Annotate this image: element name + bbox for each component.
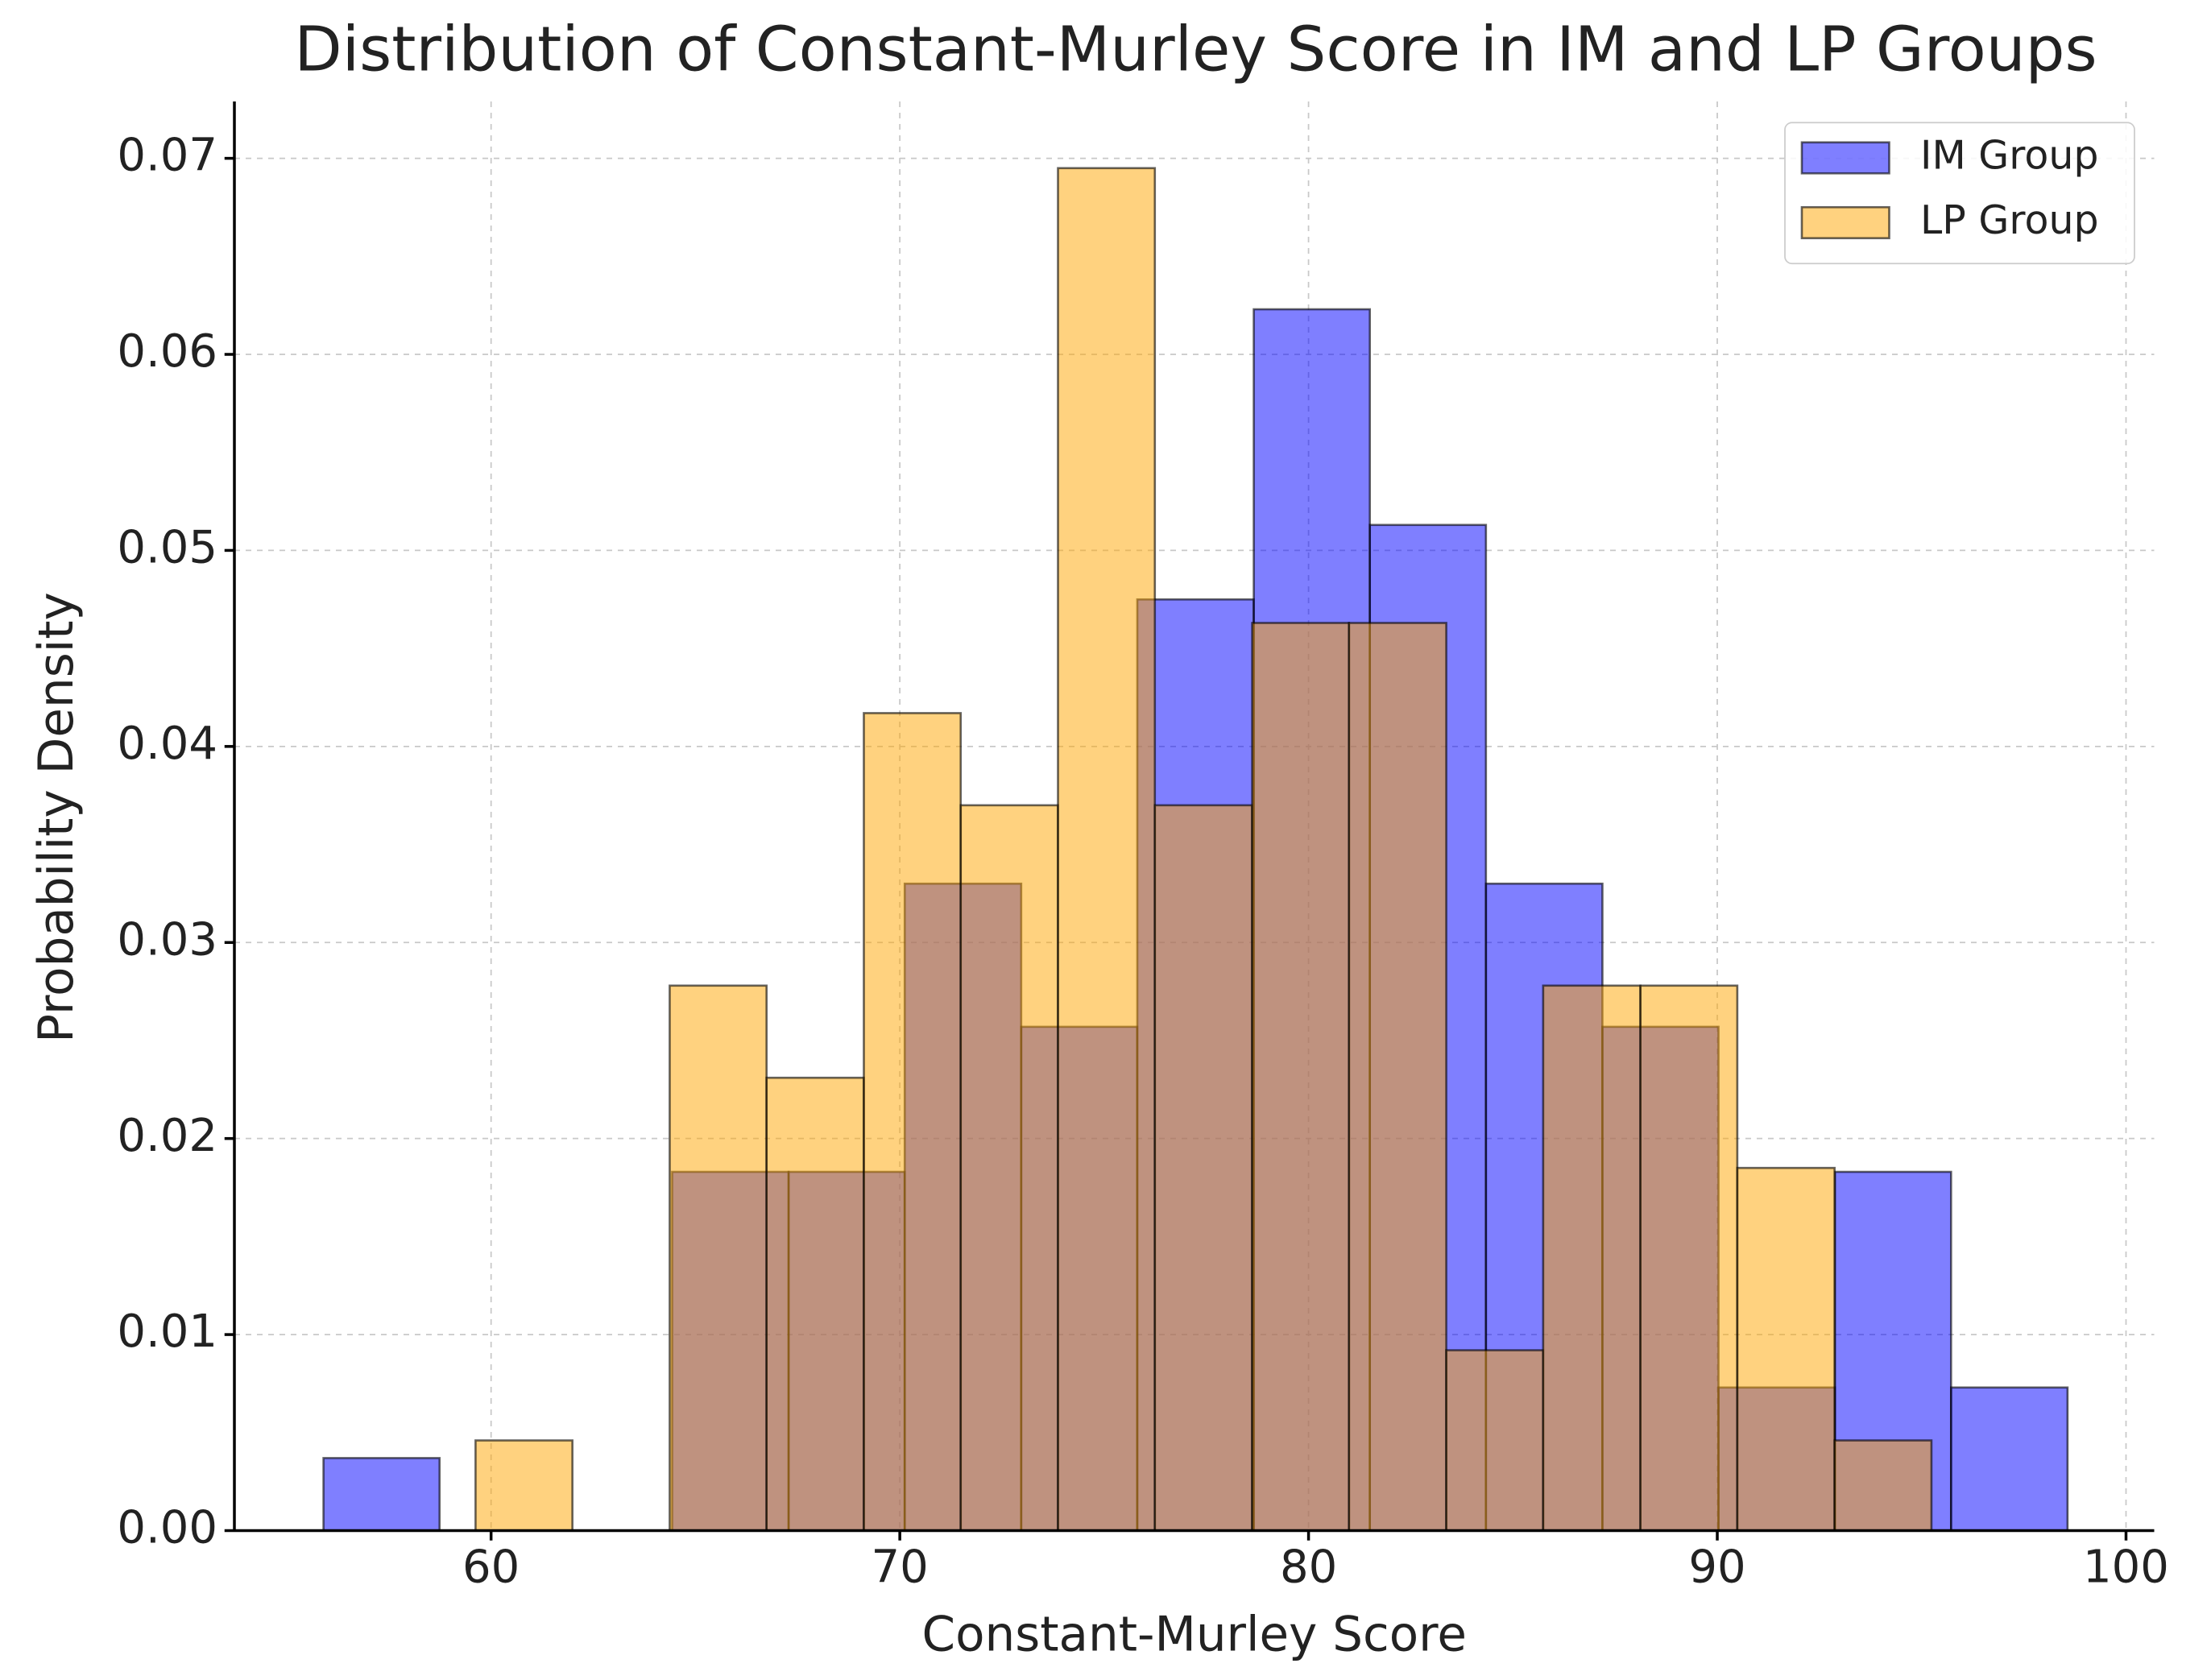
histogram-bar [765,1076,865,1532]
histogram-bar [1251,622,1351,1532]
y-tick-label: 0.00 [117,1502,217,1554]
y-tick-label: 0.02 [117,1110,217,1162]
x-tick-label: 90 [1688,1541,1745,1594]
x-axis-label: Constant-Murley Score [922,1608,1467,1663]
x-tick-label: 60 [462,1541,520,1594]
legend-label: LP Group [1920,197,2099,243]
histogram-bar [1639,984,1739,1532]
histogram-bar [669,984,768,1532]
histogram-bar [1348,622,1447,1532]
histogram-bar [959,804,1059,1532]
y-tick-label: 0.06 [117,325,217,378]
histogram-bar [1542,984,1642,1532]
histogram-bar [322,1457,441,1532]
legend-swatch [1800,205,1890,240]
histogram-bar [1445,1349,1545,1532]
x-tick-label: 80 [1280,1541,1337,1594]
bars [322,167,2069,1532]
y-axis-label: Probability Density [29,592,85,1043]
x-tick-label: 70 [871,1541,928,1594]
x-tick-label: 100 [2083,1541,2169,1594]
y-tick-label: 0.03 [117,913,217,966]
axes: 0.00 0.01 0.02 0.03 0.04 0.05 0.06 0.07 60 70 80 90… [117,101,2169,1594]
histogram-bar [1736,1166,1836,1532]
histogram-bar [1153,804,1253,1532]
y-tick-label: 0.07 [117,130,217,182]
y-tick-label: 0.05 [117,522,217,574]
histogram-bar [474,1439,573,1532]
histogram-bar [1833,1439,1933,1532]
legend-swatch [1800,141,1890,175]
legend-label: IM Group [1920,133,2098,179]
y-tick-label: 0.04 [117,718,217,770]
histogram-bar [863,712,963,1532]
legend: IM Group LP Group [1784,122,2135,265]
chart-title: Distribution of Constant-Murley Score in… [294,14,2097,85]
histogram-bar [1057,167,1157,1532]
histogram-bar [1949,1386,2069,1532]
y-tick-label: 0.01 [117,1306,217,1358]
